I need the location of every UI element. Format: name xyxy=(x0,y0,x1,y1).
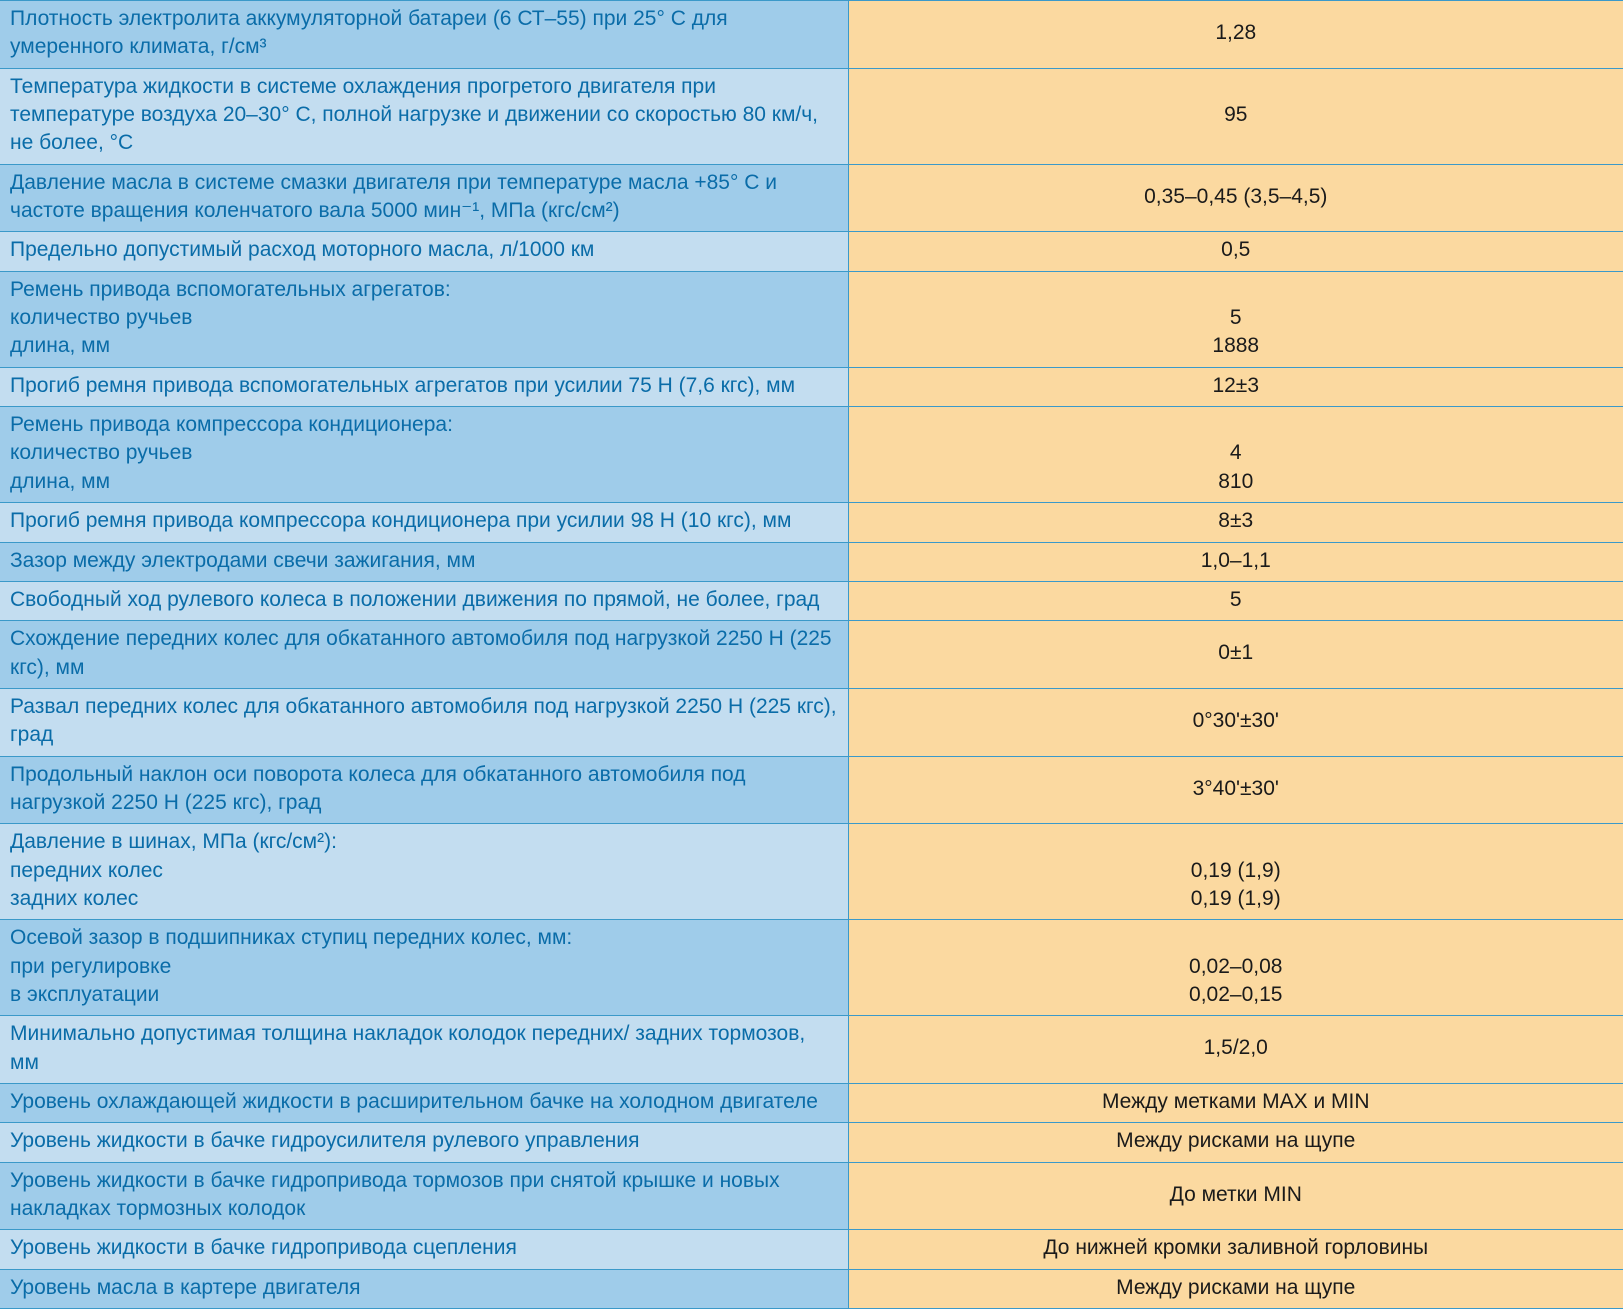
value-cell: 1,0–1,1 xyxy=(848,542,1623,581)
value-cell: 8±3 xyxy=(848,503,1623,542)
table-row: Ремень привода компрессора кондиционера:… xyxy=(0,407,1623,503)
value-cell: 1,28 xyxy=(848,1,1623,69)
value-cell: 5 1888 xyxy=(848,271,1623,367)
value-cell: 0,35–0,45 (3,5–4,5) xyxy=(848,164,1623,232)
table-row: Уровень масла в картере двигателяМежду р… xyxy=(0,1269,1623,1308)
table-row: Продольный наклон оси поворота колеса дл… xyxy=(0,756,1623,824)
table-row: Развал передних колес для обкатанного ав… xyxy=(0,688,1623,756)
param-cell: Свободный ход рулевого колеса в положени… xyxy=(0,581,848,620)
value-cell: 3°40'±30' xyxy=(848,756,1623,824)
table-row: Осевой зазор в подшипниках ступиц передн… xyxy=(0,920,1623,1016)
param-cell: Ремень привода вспомогательных агрегатов… xyxy=(0,271,848,367)
spec-table-body: Плотность электролита аккумуляторной бат… xyxy=(0,1,1623,1309)
table-row: Давление масла в системе смазки двигател… xyxy=(0,164,1623,232)
value-cell: Между метками MAX и MIN xyxy=(848,1084,1623,1123)
table-row: Зазор между электродами свечи зажигания,… xyxy=(0,542,1623,581)
value-cell: 0,19 (1,9) 0,19 (1,9) xyxy=(848,824,1623,920)
param-cell: Температура жидкости в системе охлаждени… xyxy=(0,68,848,164)
value-cell: 0±1 xyxy=(848,621,1623,689)
table-row: Давление в шинах, МПа (кгс/см²): передни… xyxy=(0,824,1623,920)
table-row: Уровень жидкости в бачке гидроусилителя … xyxy=(0,1123,1623,1162)
param-cell: Предельно допустимый расход моторного ма… xyxy=(0,232,848,271)
value-cell: Между рисками на щупе xyxy=(848,1269,1623,1308)
value-cell: 5 xyxy=(848,581,1623,620)
param-cell: Прогиб ремня привода вспомогательных агр… xyxy=(0,367,848,406)
param-cell: Прогиб ремня привода компрессора кондици… xyxy=(0,503,848,542)
table-row: Прогиб ремня привода компрессора кондици… xyxy=(0,503,1623,542)
param-cell: Зазор между электродами свечи зажигания,… xyxy=(0,542,848,581)
value-cell: Между рисками на щупе xyxy=(848,1123,1623,1162)
value-cell: 0°30'±30' xyxy=(848,688,1623,756)
param-cell: Продольный наклон оси поворота колеса дл… xyxy=(0,756,848,824)
table-row: Схождение передних колес для обкатанного… xyxy=(0,621,1623,689)
param-cell: Минимально допустимая толщина накладок к… xyxy=(0,1016,848,1084)
table-row: Прогиб ремня привода вспомогательных агр… xyxy=(0,367,1623,406)
table-row: Температура жидкости в системе охлаждени… xyxy=(0,68,1623,164)
table-row: Свободный ход рулевого колеса в положени… xyxy=(0,581,1623,620)
value-cell: 1,5/2,0 xyxy=(848,1016,1623,1084)
param-cell: Давление в шинах, МПа (кгс/см²): передни… xyxy=(0,824,848,920)
table-row: Плотность электролита аккумуляторной бат… xyxy=(0,1,1623,69)
param-cell: Развал передних колес для обкатанного ав… xyxy=(0,688,848,756)
table-row: Уровень охлаждающей жидкости в расширите… xyxy=(0,1084,1623,1123)
table-row: Предельно допустимый расход моторного ма… xyxy=(0,232,1623,271)
value-cell: 0,02–0,08 0,02–0,15 xyxy=(848,920,1623,1016)
param-cell: Уровень жидкости в бачке гидроусилителя … xyxy=(0,1123,848,1162)
param-cell: Давление масла в системе смазки двигател… xyxy=(0,164,848,232)
table-row: Ремень привода вспомогательных агрегатов… xyxy=(0,271,1623,367)
param-cell: Схождение передних колес для обкатанного… xyxy=(0,621,848,689)
param-cell: Плотность электролита аккумуляторной бат… xyxy=(0,1,848,69)
param-cell: Уровень охлаждающей жидкости в расширите… xyxy=(0,1084,848,1123)
spec-table: Плотность электролита аккумуляторной бат… xyxy=(0,0,1623,1309)
value-cell: 12±3 xyxy=(848,367,1623,406)
table-row: Уровень жидкости в бачке гидропривода сц… xyxy=(0,1230,1623,1269)
value-cell: 95 xyxy=(848,68,1623,164)
table-row: Минимально допустимая толщина накладок к… xyxy=(0,1016,1623,1084)
param-cell: Ремень привода компрессора кондиционера:… xyxy=(0,407,848,503)
table-row: Уровень жидкости в бачке гидропривода то… xyxy=(0,1162,1623,1230)
param-cell: Уровень жидкости в бачке гидропривода то… xyxy=(0,1162,848,1230)
value-cell: До нижней кромки заливной горловины xyxy=(848,1230,1623,1269)
value-cell: 4 810 xyxy=(848,407,1623,503)
value-cell: 0,5 xyxy=(848,232,1623,271)
param-cell: Уровень масла в картере двигателя xyxy=(0,1269,848,1308)
param-cell: Уровень жидкости в бачке гидропривода сц… xyxy=(0,1230,848,1269)
value-cell: До метки MIN xyxy=(848,1162,1623,1230)
param-cell: Осевой зазор в подшипниках ступиц передн… xyxy=(0,920,848,1016)
